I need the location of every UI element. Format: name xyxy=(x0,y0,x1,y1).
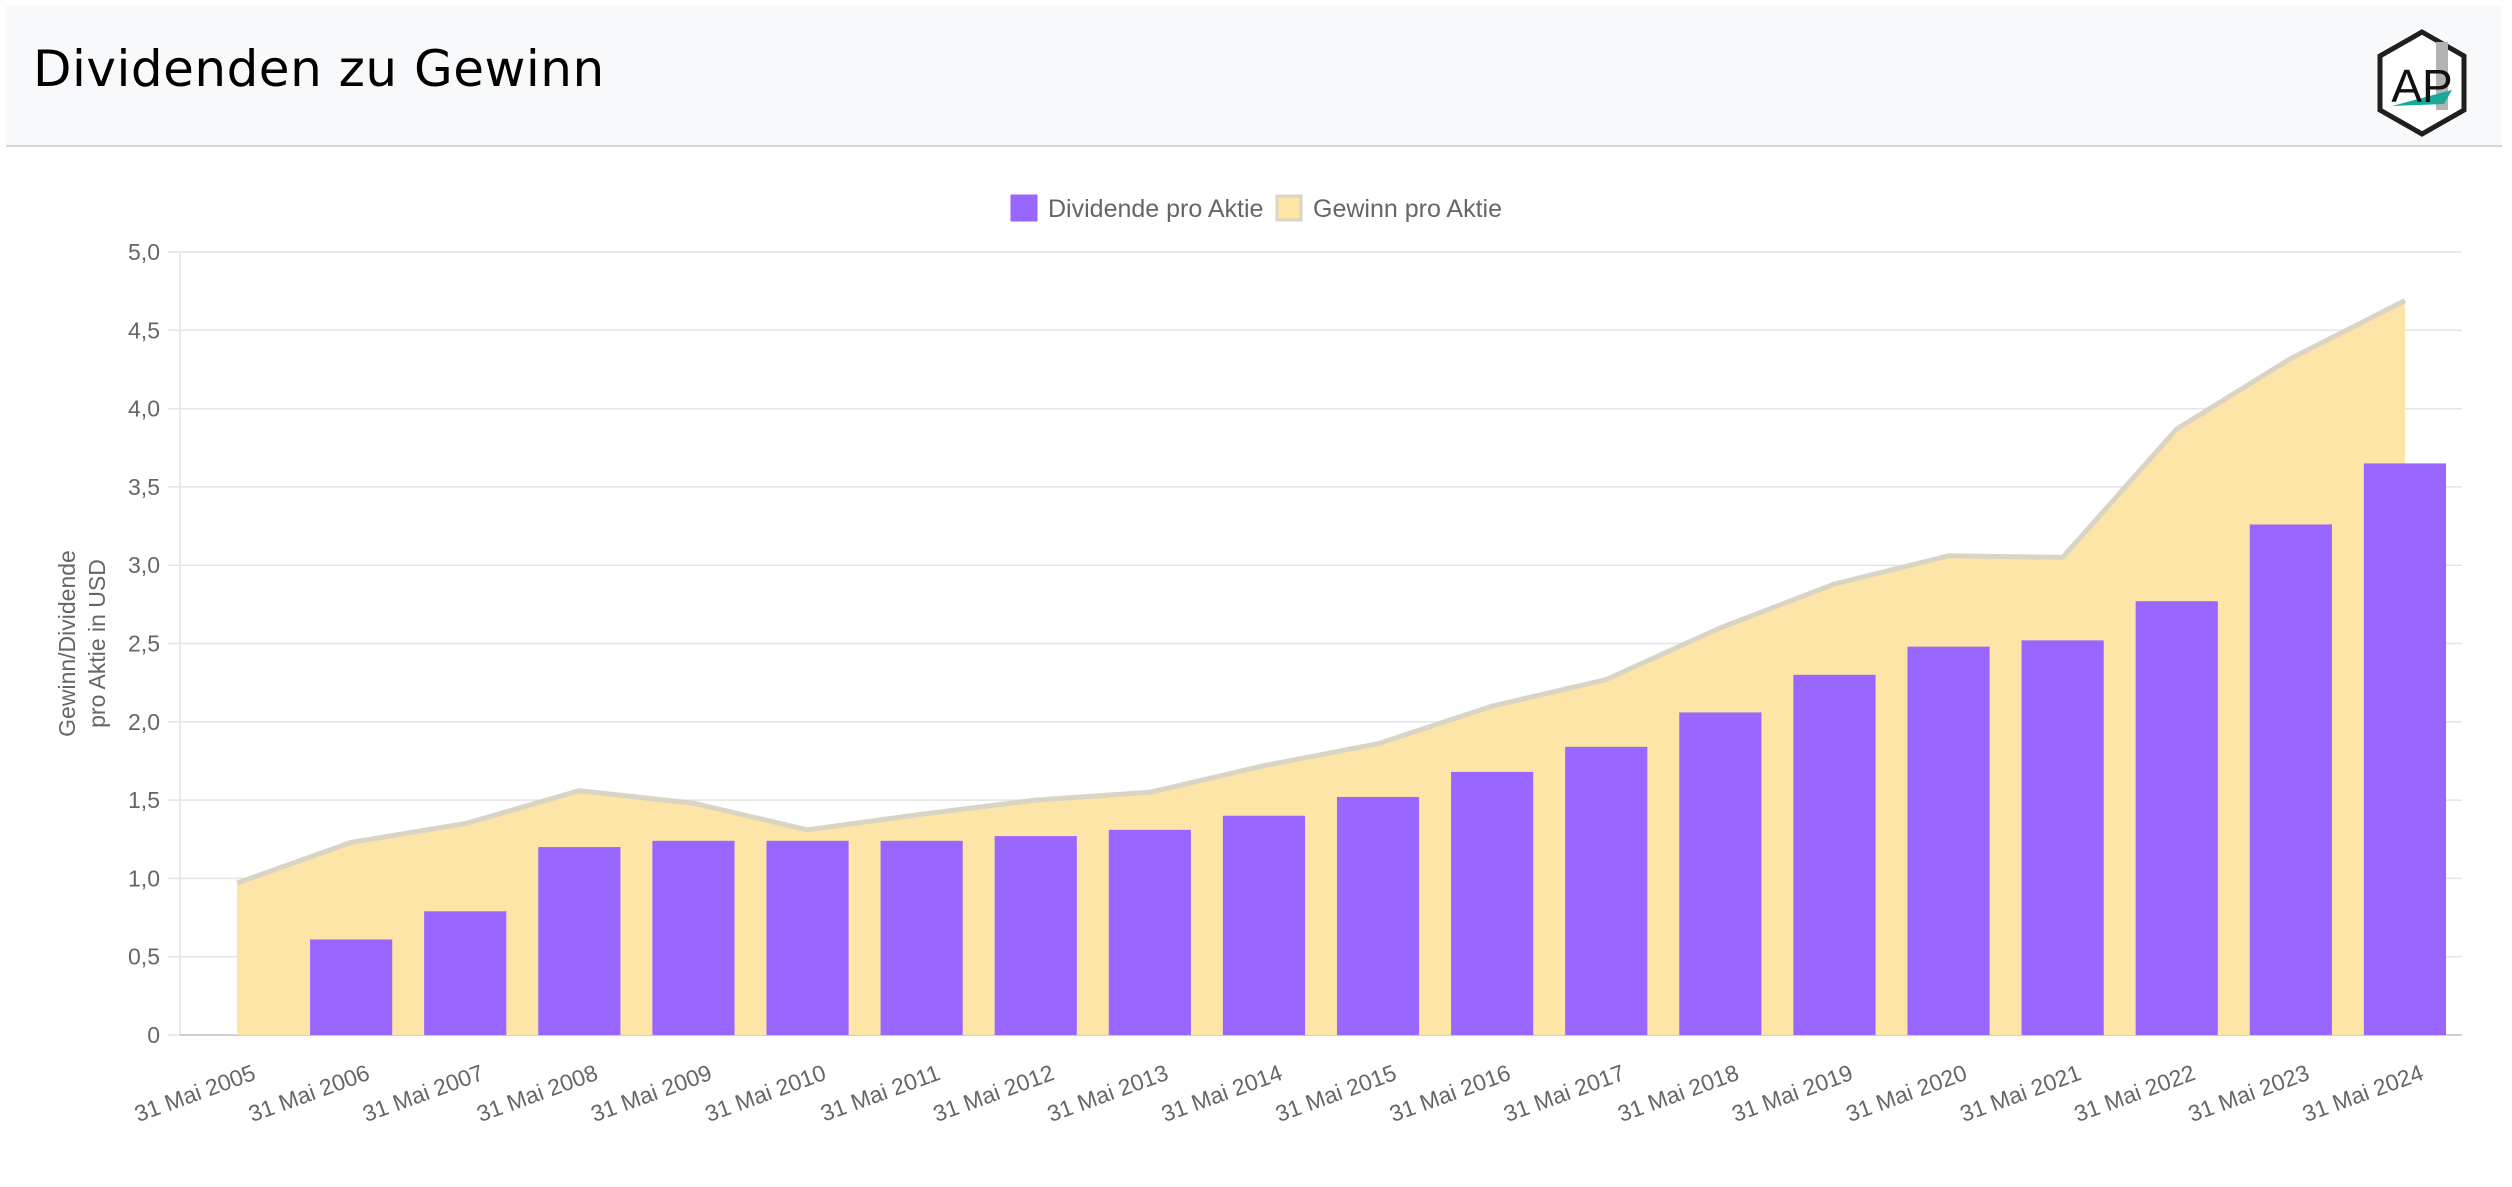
dividend-bar[interactable] xyxy=(538,847,620,1035)
dividend-bar[interactable] xyxy=(2136,601,2218,1035)
dividend-earnings-chart: 0 0,5 1,0 1,5 2,0 2,5 3,0 3,5 4,0 4,5 5,0 31 Mai 20… xyxy=(0,150,2512,1182)
y-tick-label: 4,5 xyxy=(128,317,160,343)
y-tick-label: 4,0 xyxy=(128,396,160,422)
chart-container: 0 0,5 1,0 1,5 2,0 2,5 3,0 3,5 4,0 4,5 5,0 31 Mai 20… xyxy=(0,150,2512,1182)
dividend-bar[interactable] xyxy=(1907,647,1989,1035)
x-tick-label: 31 Mai 2014 xyxy=(1158,1059,1286,1127)
dividend-bar[interactable] xyxy=(995,836,1077,1035)
x-tick-label: 31 Mai 2024 xyxy=(2299,1059,2427,1127)
legend: Dividende pro Aktie Gewinn pro Aktie xyxy=(1012,195,1502,223)
x-tick-label: 31 Mai 2005 xyxy=(131,1059,259,1127)
legend-label-dividend[interactable]: Dividende pro Aktie xyxy=(1048,195,1263,223)
logo-text: AP xyxy=(2391,60,2452,112)
y-tick-label: 2,0 xyxy=(128,709,160,735)
x-tick-label: 31 Mai 2019 xyxy=(1728,1059,1856,1127)
dividend-bar[interactable] xyxy=(881,841,963,1035)
dividend-bar[interactable] xyxy=(1109,830,1191,1035)
dividend-bar[interactable] xyxy=(2022,640,2104,1035)
y-axis-label-line-1: Gewinn/Dividende xyxy=(54,550,80,737)
x-tick-label: 31 Mai 2010 xyxy=(701,1059,829,1127)
x-tick-label: 31 Mai 2008 xyxy=(473,1059,601,1127)
y-tick-label: 1,5 xyxy=(128,787,160,813)
y-tick-label: 2,5 xyxy=(128,631,160,657)
y-tick-label: 1,0 xyxy=(128,865,160,891)
app-logo: AP xyxy=(2372,28,2472,138)
x-tick-label: 31 Mai 2017 xyxy=(1500,1059,1628,1127)
y-tick-label: 3,5 xyxy=(128,474,160,500)
y-axis-label-line-2: pro Aktie in USD xyxy=(84,559,110,728)
x-tick-label: 31 Mai 2011 xyxy=(817,1059,943,1126)
x-tick-label: 31 Mai 2016 xyxy=(1386,1059,1514,1127)
x-tick-label: 31 Mai 2009 xyxy=(587,1059,715,1127)
x-tick-label: 31 Mai 2022 xyxy=(2071,1059,2199,1127)
y-tick-label: 3,0 xyxy=(128,552,160,578)
dividend-bar[interactable] xyxy=(1565,747,1647,1035)
dividend-bar[interactable] xyxy=(2250,524,2332,1035)
dividend-bar[interactable] xyxy=(1451,772,1533,1035)
dividend-bar[interactable] xyxy=(1337,797,1419,1035)
x-tick-label: 31 Mai 2013 xyxy=(1044,1059,1172,1127)
dividend-bar[interactable] xyxy=(424,911,506,1035)
legend-swatch-dividend[interactable] xyxy=(1012,196,1036,220)
x-tick-label: 31 Mai 2006 xyxy=(245,1059,373,1127)
legend-swatch-earnings[interactable] xyxy=(1277,196,1301,220)
x-tick-label: 31 Mai 2021 xyxy=(1957,1059,2085,1127)
y-tick-label: 0,5 xyxy=(128,944,160,970)
dividend-bar[interactable] xyxy=(652,841,734,1035)
dividend-bar[interactable] xyxy=(1679,712,1761,1035)
y-tick-label: 5,0 xyxy=(128,239,160,265)
dividend-bar[interactable] xyxy=(1793,675,1875,1035)
dividend-bar[interactable] xyxy=(1223,816,1305,1035)
x-tick-label: 31 Mai 2018 xyxy=(1614,1059,1742,1127)
dividend-bar[interactable] xyxy=(2364,463,2446,1035)
x-tick-label: 31 Mai 2023 xyxy=(2185,1059,2313,1127)
header-bar: Dividenden zu Gewinn AP xyxy=(6,6,2502,147)
dividend-bar[interactable] xyxy=(766,841,848,1035)
x-tick-label: 31 Mai 2007 xyxy=(359,1059,487,1127)
page-title: Dividenden zu Gewinn xyxy=(33,40,605,98)
y-tick-label: 0 xyxy=(147,1022,160,1048)
dividend-bar[interactable] xyxy=(310,939,392,1035)
x-tick-label: 31 Mai 2012 xyxy=(930,1059,1058,1127)
x-tick-label: 31 Mai 2015 xyxy=(1272,1059,1400,1127)
x-tick-label: 31 Mai 2020 xyxy=(1842,1059,1970,1127)
legend-label-earnings[interactable]: Gewinn pro Aktie xyxy=(1313,195,1502,223)
